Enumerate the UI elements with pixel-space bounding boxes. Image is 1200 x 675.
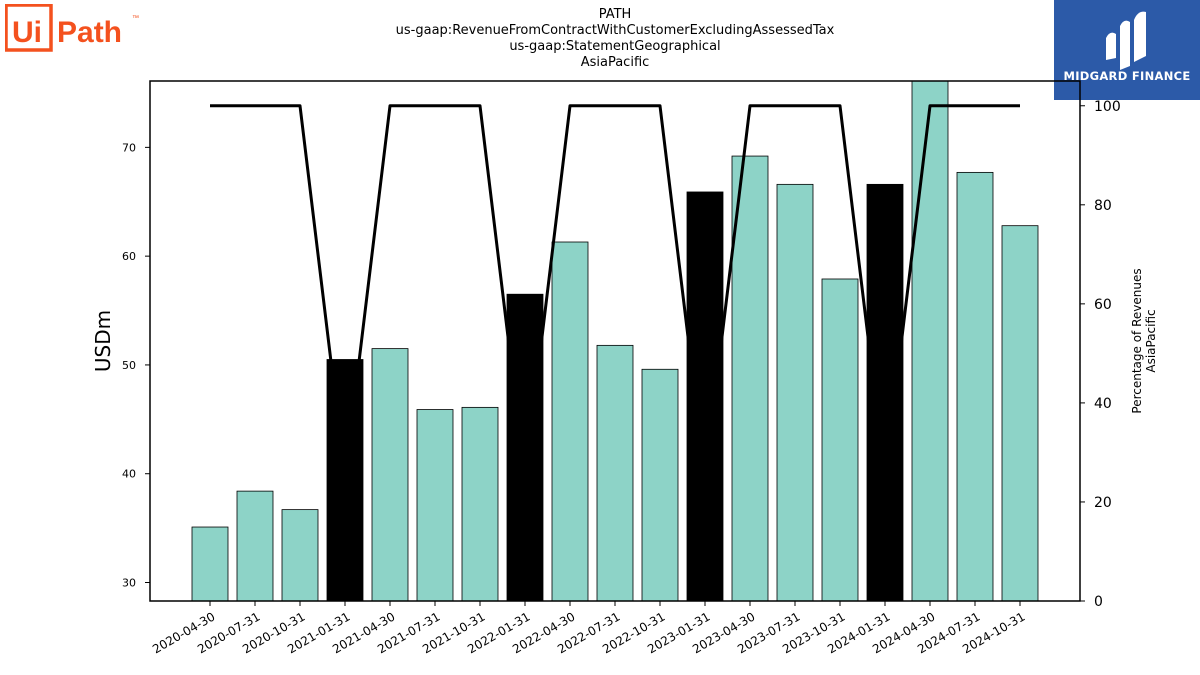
bar-2024-10-31 <box>1001 225 1039 601</box>
svg-text:Ui: Ui <box>12 16 42 49</box>
y2-tick-label-100: 100 <box>1094 99 1121 115</box>
bar-2024-01-31 <box>866 183 904 601</box>
bar-2024-04-30 <box>911 81 949 601</box>
y2-tick-label-60: 60 <box>1094 297 1112 313</box>
y-tick-label-40: 40 <box>122 468 136 481</box>
y-tick-label-30: 30 <box>122 577 136 590</box>
bar-2020-07-31 <box>236 490 274 601</box>
midgard-finance-label: MIDGARD FINANCE <box>1063 69 1191 83</box>
bar-2021-01-31 <box>326 359 364 601</box>
y-axis-label: USDm <box>91 310 115 372</box>
midgard-finance-logo: MIDGARD FINANCE <box>1054 0 1200 100</box>
bar-2022-01-31 <box>506 293 544 601</box>
y-tick-label-70: 70 <box>122 141 136 154</box>
bar-2023-04-30 <box>731 155 769 601</box>
bar-2023-07-31 <box>776 183 814 601</box>
y2-tick-label-20: 20 <box>1094 495 1112 511</box>
plot-area <box>191 81 1039 601</box>
bar-2023-10-31 <box>821 278 859 601</box>
y2-axis-label-line-1: AsiaPacific <box>1144 309 1158 372</box>
bar-2023-01-31 <box>686 191 724 601</box>
bar-2022-10-31 <box>641 368 679 601</box>
bar-2020-10-31 <box>281 509 319 601</box>
bar-2021-07-31 <box>416 409 454 601</box>
bar-2020-04-30 <box>191 526 229 601</box>
bar-2022-07-31 <box>596 344 634 601</box>
chart-title-concept: us-gaap:RevenueFromContractWithCustomerE… <box>395 23 835 38</box>
chart-title-ticker: PATH <box>598 7 632 22</box>
bar-2021-10-31 <box>461 406 499 601</box>
y2-tick-label-80: 80 <box>1094 198 1112 214</box>
chart-title-axis: us-gaap:StatementGeographical <box>509 39 721 54</box>
y-tick-label-60: 60 <box>122 250 136 263</box>
uipath-logo: Ui Path ™ <box>4 3 145 54</box>
y-tick-label-50: 50 <box>122 359 136 372</box>
bar-2024-07-31 <box>956 171 994 601</box>
midgard-mark-icon <box>1054 0 1200 100</box>
y2-axis-label-line-0: Percentage of Revenues <box>1130 268 1144 413</box>
svg-text:™: ™ <box>132 15 139 22</box>
y2-tick-label-0: 0 <box>1094 594 1103 610</box>
y2-tick-label-40: 40 <box>1094 396 1112 412</box>
chart-title-member: AsiaPacific <box>580 55 650 70</box>
bar-2021-04-30 <box>371 348 409 601</box>
svg-text:Path: Path <box>57 16 122 49</box>
percentage-line <box>210 104 1020 479</box>
bar-2022-04-30 <box>551 241 589 601</box>
